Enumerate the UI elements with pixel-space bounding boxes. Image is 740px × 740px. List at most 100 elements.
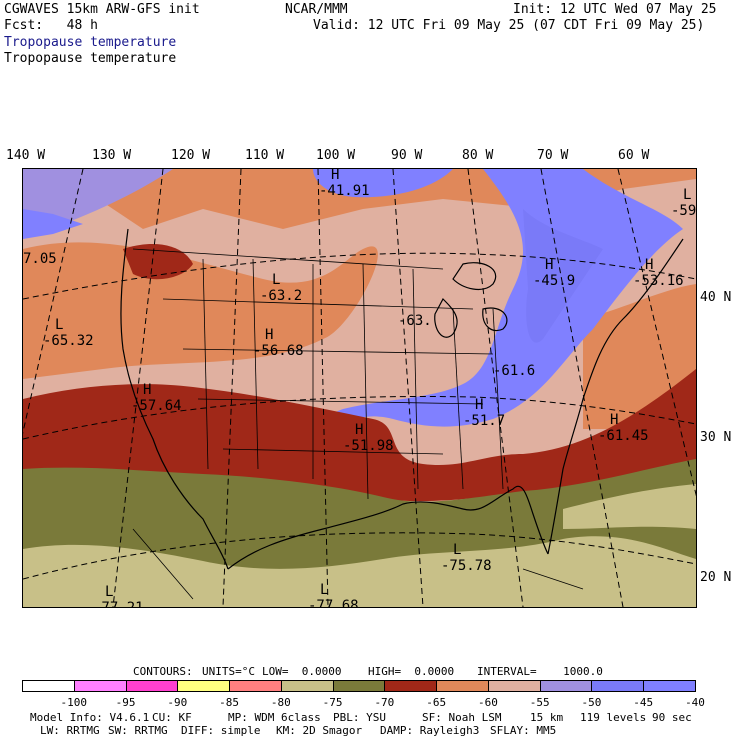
map-marker-letter: H	[331, 169, 339, 183]
map-marker-letter: H	[355, 422, 363, 438]
footer-lw: LW: RRTMG	[40, 724, 100, 737]
colorbar-swatch	[487, 680, 541, 692]
map-marker-value: -77.21	[93, 600, 144, 607]
colorbar-swatch	[436, 680, 489, 692]
footer-km: KM: 2D Smagor	[276, 724, 363, 737]
footer-cu: CU: KF	[152, 711, 192, 724]
colorbar-tick-label: -70	[374, 696, 395, 709]
contours-label: CONTOURS:	[133, 665, 193, 678]
colorbar-tick-label: -80	[270, 696, 291, 709]
map-marker-value: -56.68	[253, 343, 304, 359]
contours-units: UNITS=°C	[202, 665, 255, 678]
map-marker-value: -51.98	[343, 438, 394, 454]
colorbar-swatch	[539, 680, 593, 692]
map-marker-letter: H	[143, 382, 151, 398]
colorbar-swatch	[22, 680, 75, 692]
colorbar-swatch	[280, 680, 334, 692]
colorbar-tick-label: -60	[477, 696, 498, 709]
footer-pbl: PBL: YSU	[333, 711, 386, 724]
map-marker-letter: H	[545, 257, 553, 273]
map-marker-value: -53.16	[633, 273, 684, 289]
lon-label: 90 W	[391, 148, 423, 163]
colorbar-swatch	[177, 680, 231, 692]
lon-label: 80 W	[462, 148, 494, 163]
map-marker-value: -61.6	[493, 363, 535, 379]
map-canvas: H-41.91 L-597.05L-63.2-63.H-45.9H-53.16L-…	[23, 169, 696, 607]
map-marker-value: -63.	[398, 313, 432, 329]
lon-label: 100 W	[316, 148, 356, 163]
field-blue-north	[313, 169, 453, 198]
contours-high: HIGH= 0.0000	[368, 665, 455, 678]
colorbar-tick-label: -45	[633, 696, 654, 709]
forecast-hour: Fcst: 48 h	[4, 18, 98, 33]
colorbar-swatch	[229, 680, 282, 692]
contours-low: LOW= 0.0000	[262, 665, 342, 678]
lat-label: 30 N	[700, 430, 732, 445]
footer-timestep: 90 sec	[652, 711, 692, 724]
colorbar-swatch	[73, 680, 127, 692]
field-blue-nw	[23, 209, 83, 239]
state-borders	[132, 248, 584, 600]
footer-resolution: 15 km	[530, 711, 564, 724]
colorbar-swatch	[591, 680, 645, 692]
field-darkred-nw	[123, 244, 193, 280]
colorbar-tick-label: -95	[115, 696, 136, 709]
footer-diff: DIFF: simple	[181, 724, 261, 737]
colorbar-tick-label: -55	[529, 696, 550, 709]
model-title: CGWAVES 15km ARW-GFS init	[4, 2, 200, 17]
pressure-markers: H-41.91 L-597.05L-63.2-63.H-45.9H-53.16L-…	[23, 169, 696, 607]
field-lightolive	[23, 536, 696, 607]
map-marker-value: -61.45	[598, 428, 649, 444]
map-marker-value: -41.91	[319, 183, 370, 199]
colorbar-tick-label: -90	[167, 696, 188, 709]
field-darkred-band	[23, 369, 696, 502]
field-title-black: Tropopause temperature	[4, 51, 177, 66]
footer-levels: 119 levels	[580, 711, 647, 724]
colorbar-tick-label: -40	[685, 696, 705, 709]
center-name: NCAR/MMM	[285, 2, 348, 17]
contours-interval: INTERVAL= 1000.0	[477, 665, 603, 678]
init-time: Init: 12 UTC Wed 07 May 25	[513, 2, 717, 17]
map-marker-value: -51.7	[463, 413, 505, 429]
field-blue-diagonal	[324, 169, 683, 449]
footer-damp: DAMP: Rayleigh3	[380, 724, 480, 737]
colorbar-swatch	[643, 680, 696, 692]
lon-label: 70 W	[537, 148, 569, 163]
colorbar-swatch	[384, 680, 438, 692]
footer-sflay: SFLAY: MM5	[490, 724, 557, 737]
lon-label: 140 W	[6, 148, 46, 163]
valid-time: Valid: 12 UTC Fri 09 May 25 (07 CDT Fri …	[313, 18, 705, 33]
lat-label: 40 N	[700, 290, 732, 305]
field-title-blue: Tropopause temperature	[4, 35, 177, 50]
map-marker-value: -63.2	[260, 288, 302, 304]
map-marker-value: 7.05	[23, 251, 57, 267]
colorbar-swatch	[125, 680, 179, 692]
map-marker-value: -57.64	[131, 398, 182, 414]
map-marker-letter: L	[55, 317, 63, 333]
colorbar-tick-label: -85	[219, 696, 239, 709]
map-marker-value: -75.78	[441, 558, 492, 574]
map-marker-value: -45.9	[533, 273, 575, 289]
lat-label: 20 N	[700, 570, 732, 585]
map-marker-letter: L	[320, 582, 328, 598]
map-marker-letter: L	[105, 584, 113, 600]
colorbar-tick-label: -65	[426, 696, 447, 709]
tropopause-temperature-map: H -41.91 L -59 7.05 L -63.2 -63. H -45.9 H -53.16 L -…	[22, 168, 697, 608]
map-marker-letter: L	[272, 272, 280, 288]
map-marker-letter: L	[453, 542, 461, 558]
field-lightolive-east	[563, 484, 696, 529]
colorbar-tick-label: -100	[60, 696, 88, 709]
footer-sw: SW: RRTMG	[108, 724, 168, 737]
colorbar-swatch	[332, 680, 386, 692]
lon-label: 130 W	[92, 148, 132, 163]
colorbar-tick-label: -50	[581, 696, 602, 709]
graticule	[23, 169, 696, 607]
field-blue-core	[523, 209, 603, 343]
footer-mp: MP: WDM 6class	[228, 711, 321, 724]
map-marker-letter: L	[683, 187, 691, 203]
map-marker-letter: H	[645, 257, 653, 273]
field-orange-west	[23, 242, 378, 379]
map-marker-letter: H	[475, 397, 483, 413]
map-marker-value: -77.68	[308, 598, 359, 607]
lon-label: 120 W	[171, 148, 211, 163]
